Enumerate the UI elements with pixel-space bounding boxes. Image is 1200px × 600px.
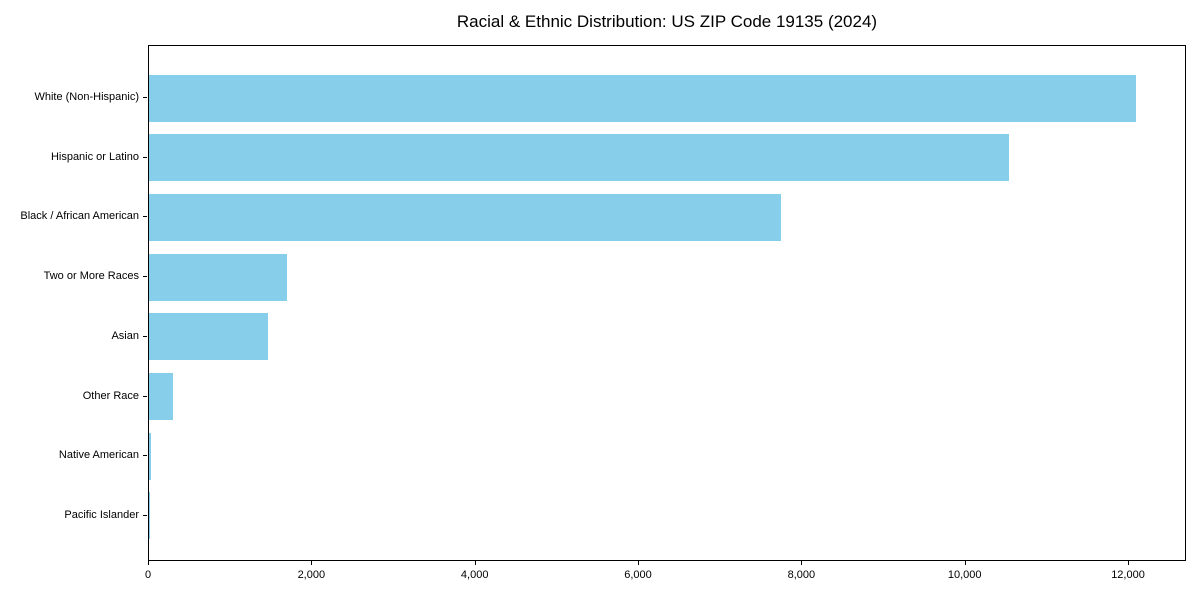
x-tick-label: 6,000 <box>624 569 652 581</box>
y-tick-mark <box>143 514 147 516</box>
y-tick-mark <box>143 156 147 158</box>
y-tick-label: Pacific Islander <box>64 508 139 521</box>
x-tick-label: 2,000 <box>297 569 326 581</box>
x-tick-label: 10,000 <box>947 569 982 581</box>
x-tick-label: 4,000 <box>460 569 489 581</box>
y-tick-label: Asian <box>111 329 139 342</box>
y-tick-mark <box>143 455 147 457</box>
x-tick-mark <box>148 561 149 565</box>
bar-native-american <box>149 432 151 480</box>
y-tick-label: Hispanic or Latino <box>50 150 139 163</box>
y-tick-label: Other Race <box>82 389 139 402</box>
x-tick-label: 12,000 <box>1111 569 1145 581</box>
y-tick-mark <box>143 276 147 278</box>
y-tick-label: White (Non-Hispanic) <box>34 91 139 103</box>
x-tick-mark <box>311 561 313 565</box>
y-tick-mark <box>143 335 147 337</box>
x-tick-mark <box>1128 561 1130 565</box>
bar-white-non-hispanic <box>149 74 1137 122</box>
y-tick-label: Native American <box>58 449 139 462</box>
bar-two-or-more-races <box>149 253 288 301</box>
bar-asian <box>149 313 269 361</box>
plot-area <box>148 45 1186 561</box>
x-tick-label: 8,000 <box>787 569 816 581</box>
y-tick-label: Black / African American <box>20 210 139 223</box>
y-tick-mark <box>143 216 147 218</box>
y-tick-mark <box>143 395 147 397</box>
y-tick-mark <box>143 97 147 98</box>
bar-pacific-islander <box>149 492 150 540</box>
bar-black-african-american <box>149 193 782 241</box>
x-tick-label: 0 <box>144 569 152 581</box>
bar-hispanic-or-latino <box>149 134 1009 182</box>
chart-title: Racial & Ethnic Distribution: US ZIP Cod… <box>456 12 878 31</box>
y-tick-label: Two or More Races <box>43 270 139 283</box>
x-tick-mark <box>801 561 803 565</box>
x-tick-mark <box>964 561 966 565</box>
x-tick-mark <box>638 561 639 565</box>
bar-other-race <box>149 373 174 421</box>
x-tick-mark <box>474 561 476 565</box>
